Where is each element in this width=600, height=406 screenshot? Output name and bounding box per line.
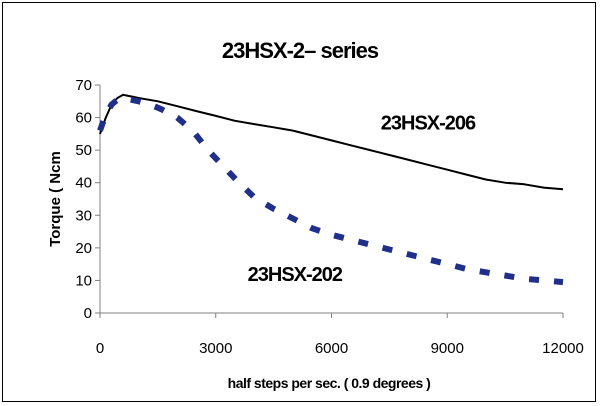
series-annotation-2: 23HSX-202 (248, 264, 343, 286)
y-tick-label: 70 (75, 77, 92, 94)
x-tick-label: 3000 (199, 340, 232, 357)
y-tick-label: 30 (75, 207, 92, 224)
series-line-1 (99, 93, 564, 191)
y-tick-label: 0 (84, 305, 92, 322)
y-axis-label: Torque ( Ncm (47, 151, 64, 247)
x-tick-label: 6000 (315, 340, 348, 357)
y-ticks: 0 10 20 30 40 50 60 70 (75, 77, 100, 322)
x-tick-label: 12000 (542, 340, 584, 357)
annotation-box (357, 106, 498, 139)
chart-svg: 23HSX-2– series 0 10 20 30 40 50 60 70 0 3000 600… (47, 38, 584, 391)
y-tick-label: 50 (75, 142, 92, 159)
series-annotation-1: 23HSX-206 (381, 112, 476, 134)
y-tick-label: 40 (75, 175, 92, 192)
x-ticks: 0 3000 6000 9000 12000 (96, 313, 584, 357)
y-tick-label: 10 (75, 272, 92, 289)
series-lines (97, 93, 564, 286)
annotation-box (224, 257, 365, 290)
chart-title: 23HSX-2– series (222, 38, 379, 63)
y-tick-label: 20 (75, 240, 92, 257)
annotations: 23HSX-206 23HSX-202 (224, 106, 498, 290)
x-axis-label: half steps per sec. ( 0.9 degrees ) (228, 375, 431, 391)
x-tick-label: 0 (96, 340, 104, 357)
y-tick-label: 60 (75, 110, 92, 127)
series-line-2 (97, 95, 564, 286)
x-tick-label: 9000 (431, 340, 464, 357)
chart-area: 23HSX-2– series 0 10 20 30 40 50 60 70 0 3000 600… (2, 2, 596, 402)
